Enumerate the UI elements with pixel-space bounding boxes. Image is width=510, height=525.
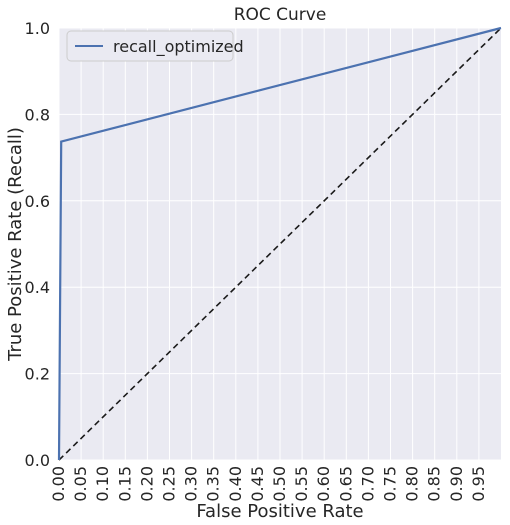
x-tick-label: 0.25 xyxy=(160,466,179,502)
series-line-recall-optimized xyxy=(57,26,502,461)
x-tick-label: 0.20 xyxy=(137,466,156,502)
chart-title: ROC Curve xyxy=(234,5,327,25)
grid-layer xyxy=(58,27,501,461)
x-tick-label: 0.70 xyxy=(358,466,377,502)
x-tick-label: 0.30 xyxy=(182,466,201,502)
legend-label-recall-optimized: recall_optimized xyxy=(113,37,244,57)
x-tick-label: 0.05 xyxy=(71,466,90,502)
x-tick-labels: 0.00 0.05 0.10 0.15 0.20 0.25 0.30 0.35 0.40 0.45… xyxy=(49,466,488,502)
x-tick-label: 0.55 xyxy=(292,466,311,502)
x-tick-label: 0.15 xyxy=(115,466,134,502)
x-tick-label: 0.10 xyxy=(93,466,112,502)
x-tick-label: 0.85 xyxy=(425,466,444,502)
x-tick-label: 0.40 xyxy=(226,466,245,502)
y-tick-label: 1.0 xyxy=(25,19,50,38)
legend: recall_optimized xyxy=(66,30,244,62)
y-tick-label: 0.4 xyxy=(25,278,50,297)
x-tick-label: 0.65 xyxy=(336,466,355,502)
y-axis-label: True Positive Rate (Recall) xyxy=(5,127,26,362)
series-layer xyxy=(57,26,502,461)
x-tick-label: 0.95 xyxy=(469,466,488,502)
y-tick-label: 0.0 xyxy=(25,451,50,470)
y-tick-label: 0.8 xyxy=(25,105,50,124)
y-tick-labels: 0.0 0.2 0.4 0.6 0.8 1.0 xyxy=(25,19,50,470)
x-tick-label: 0.00 xyxy=(49,466,68,502)
diagonal-reference-line xyxy=(58,27,502,461)
x-tick-label: 0.75 xyxy=(381,466,400,502)
x-axis-label: False Positive Rate xyxy=(196,501,363,522)
x-tick-label: 0.90 xyxy=(447,466,466,502)
legend-box xyxy=(66,30,234,62)
y-tick-label: 0.2 xyxy=(25,365,50,384)
x-tick-label: 0.35 xyxy=(204,466,223,502)
y-tick-label: 0.6 xyxy=(25,192,50,211)
x-tick-label: 0.60 xyxy=(314,466,333,502)
x-tick-label: 0.80 xyxy=(403,466,422,502)
x-tick-label: 0.50 xyxy=(270,466,289,502)
x-tick-label: 0.45 xyxy=(248,466,267,502)
